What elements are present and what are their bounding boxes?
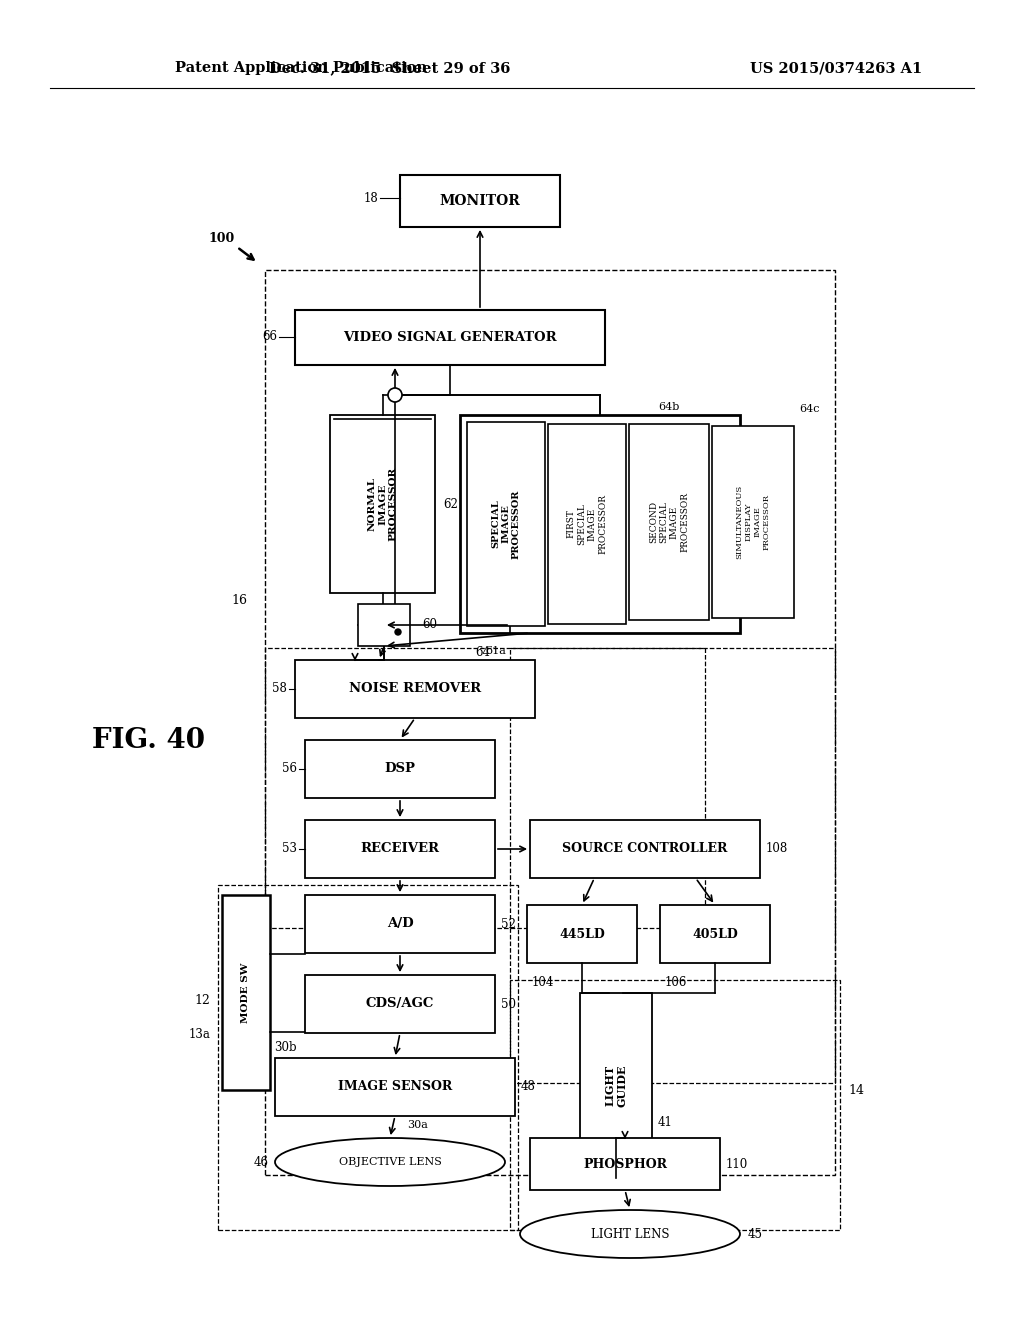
Text: SPECIAL
IMAGE
PROCESSOR: SPECIAL IMAGE PROCESSOR xyxy=(492,490,521,558)
Bar xyxy=(467,422,545,626)
Text: 110: 110 xyxy=(726,1158,749,1171)
Text: 64c: 64c xyxy=(799,404,819,414)
Bar xyxy=(580,993,652,1177)
Text: VIDEO SIGNAL GENERATOR: VIDEO SIGNAL GENERATOR xyxy=(343,331,557,345)
Bar xyxy=(510,648,835,1082)
Text: 58: 58 xyxy=(272,682,287,696)
Bar xyxy=(305,741,495,799)
Text: 445LD: 445LD xyxy=(559,928,605,940)
Text: 108: 108 xyxy=(766,842,788,855)
Text: NORMAL
IMAGE
PROCESSOR: NORMAL IMAGE PROCESSOR xyxy=(368,467,397,541)
Text: 12: 12 xyxy=(195,994,210,1006)
Text: US 2015/0374263 A1: US 2015/0374263 A1 xyxy=(750,61,923,75)
Bar xyxy=(218,884,518,1230)
Text: LIGHT
GUIDE: LIGHT GUIDE xyxy=(604,1064,628,1106)
Ellipse shape xyxy=(275,1138,505,1185)
Text: LIGHT LENS: LIGHT LENS xyxy=(591,1228,670,1241)
Text: MONITOR: MONITOR xyxy=(439,194,520,209)
Text: 100: 100 xyxy=(209,231,236,244)
Bar xyxy=(712,426,794,618)
Bar xyxy=(548,424,626,624)
Bar xyxy=(305,895,495,953)
Bar xyxy=(660,906,770,964)
Text: 104: 104 xyxy=(532,975,554,989)
Text: 48: 48 xyxy=(521,1081,536,1093)
Text: RECEIVER: RECEIVER xyxy=(360,842,439,855)
Text: 41: 41 xyxy=(658,1115,673,1129)
Text: 53: 53 xyxy=(282,842,297,855)
Text: A/D: A/D xyxy=(387,917,414,931)
Text: CDS/AGC: CDS/AGC xyxy=(366,998,434,1011)
Text: 66: 66 xyxy=(262,330,278,343)
Text: MODE SW: MODE SW xyxy=(242,962,251,1023)
Text: 106: 106 xyxy=(665,975,687,989)
Bar xyxy=(629,424,709,620)
Bar xyxy=(530,820,760,878)
Text: 61a: 61a xyxy=(485,645,506,656)
Text: PHOSPHOR: PHOSPHOR xyxy=(583,1158,667,1171)
Text: 50: 50 xyxy=(501,998,516,1011)
Text: FIG. 40: FIG. 40 xyxy=(91,726,205,754)
Text: 30b: 30b xyxy=(274,1041,297,1053)
Text: OBJECTIVE LENS: OBJECTIVE LENS xyxy=(339,1158,441,1167)
Text: Patent Application Publication: Patent Application Publication xyxy=(175,61,427,75)
Text: 64b: 64b xyxy=(658,403,680,412)
Text: 60: 60 xyxy=(422,619,437,631)
Bar xyxy=(305,975,495,1034)
Text: SOURCE CONTROLLER: SOURCE CONTROLLER xyxy=(562,842,728,855)
Text: 45: 45 xyxy=(748,1228,763,1241)
Text: 18: 18 xyxy=(364,191,378,205)
Circle shape xyxy=(388,388,402,403)
Text: 30a: 30a xyxy=(408,1119,428,1130)
Bar xyxy=(222,895,270,1090)
Text: 16: 16 xyxy=(231,594,247,606)
Bar xyxy=(305,820,495,878)
Text: FIRST
SPECIAL
IMAGE
PROCESSOR: FIRST SPECIAL IMAGE PROCESSOR xyxy=(567,494,607,554)
Text: NOISE REMOVER: NOISE REMOVER xyxy=(349,682,481,696)
Circle shape xyxy=(395,630,401,635)
Text: 46: 46 xyxy=(254,1155,269,1168)
Ellipse shape xyxy=(520,1210,740,1258)
Text: 52: 52 xyxy=(501,917,516,931)
Bar xyxy=(265,271,835,1175)
Bar xyxy=(358,605,410,645)
Bar xyxy=(460,414,740,634)
Text: 14: 14 xyxy=(848,1084,864,1097)
Text: 405LD: 405LD xyxy=(692,928,738,940)
Text: 64: 64 xyxy=(475,645,490,659)
Bar xyxy=(295,660,535,718)
Bar xyxy=(530,1138,720,1191)
Text: SECOND
SPECIAL
IMAGE
PROCESSOR: SECOND SPECIAL IMAGE PROCESSOR xyxy=(649,492,689,552)
Bar xyxy=(510,979,840,1230)
Text: 56: 56 xyxy=(282,763,297,776)
Bar xyxy=(527,906,637,964)
Text: SIMULTANEOUS
DISPLAY
IMAGE
PROCESSOR: SIMULTANEOUS DISPLAY IMAGE PROCESSOR xyxy=(735,484,771,560)
Bar xyxy=(295,310,605,366)
Text: Dec. 31, 2015  Sheet 29 of 36: Dec. 31, 2015 Sheet 29 of 36 xyxy=(269,61,511,75)
Bar xyxy=(400,176,560,227)
Bar xyxy=(265,648,705,928)
Text: 13a: 13a xyxy=(188,1028,210,1041)
Text: IMAGE SENSOR: IMAGE SENSOR xyxy=(338,1081,453,1093)
Bar xyxy=(330,414,435,593)
Bar xyxy=(275,1059,515,1115)
Text: DSP: DSP xyxy=(384,763,416,776)
Text: 62: 62 xyxy=(443,498,458,511)
